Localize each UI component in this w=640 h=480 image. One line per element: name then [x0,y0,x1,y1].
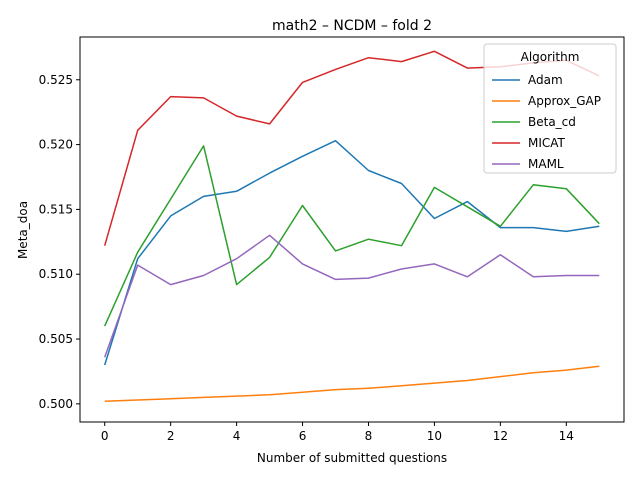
series-line-adam [103,139,600,366]
legend-label: MICAT [528,136,566,150]
series-line-approx-gap [104,365,600,403]
y-tick-label: 0.510 [39,267,73,281]
y-tick-label: 0.520 [39,138,73,152]
y-tick-label: 0.525 [39,73,73,87]
series-line-maml [103,234,600,358]
x-tick-label: 10 [427,429,442,443]
x-tick-label: 14 [559,429,574,443]
y-tick-label: 0.505 [39,332,73,346]
legend-title: Algorithm [521,50,580,64]
y-axis: 0.500 0.505 0.510 0.515 0.520 0.525 [39,73,80,411]
plot-lines [103,50,600,403]
x-tick-label: 0 [101,429,109,443]
legend-box [483,43,617,174]
y-axis-label: Meta_doa [16,201,30,259]
x-axis-label: Number of submitted questions [257,451,447,465]
legend-label: Approx_GAP [528,94,601,108]
legend-label: Beta_cd [528,115,576,129]
x-axis: 0 2 4 6 8 10 12 14 [101,422,574,443]
x-tick-label: 8 [365,429,373,443]
x-tick-label: 2 [167,429,175,443]
x-tick-label: 4 [233,429,241,443]
legend-items: Adam Approx_GAP Beta_cd MICAT MAML [492,73,601,171]
y-tick-label: 0.500 [39,397,73,411]
chart-title: math2 – NCDM – fold 2 [272,18,432,34]
series-line-beta-cd [104,145,600,327]
y-tick-label: 0.515 [39,202,73,216]
legend-label: Adam [528,73,563,87]
x-tick-label: 6 [299,429,307,443]
plot-frame [79,36,625,423]
legend-label: MAML [528,157,564,171]
x-tick-label: 12 [493,429,508,443]
legend: Algorithm Adam Approx_GAP Beta_cd MICAT MAML [483,43,617,174]
